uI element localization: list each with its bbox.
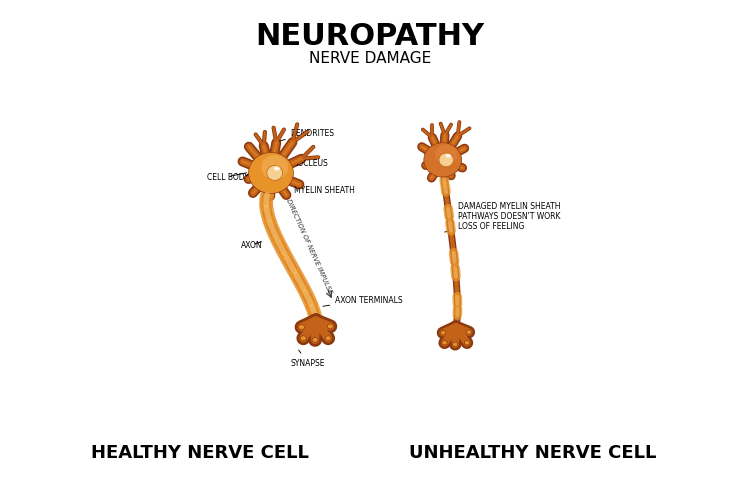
Ellipse shape bbox=[249, 153, 293, 194]
Text: HEALTHY NERVE CELL: HEALTHY NERVE CELL bbox=[91, 443, 309, 461]
Ellipse shape bbox=[464, 341, 470, 345]
Ellipse shape bbox=[261, 156, 288, 181]
Text: NUCLEUS: NUCLEUS bbox=[280, 159, 329, 169]
Text: UNHEALTHY NERVE CELL: UNHEALTHY NERVE CELL bbox=[409, 443, 656, 461]
Text: DIRECTION OF NERVE IMPULSE: DIRECTION OF NERVE IMPULSE bbox=[286, 198, 333, 294]
Ellipse shape bbox=[445, 154, 451, 158]
Ellipse shape bbox=[466, 330, 471, 334]
Ellipse shape bbox=[424, 143, 462, 178]
Ellipse shape bbox=[298, 325, 305, 330]
Ellipse shape bbox=[312, 338, 318, 343]
Ellipse shape bbox=[452, 342, 458, 347]
Text: DENDRITES: DENDRITES bbox=[277, 129, 334, 142]
Ellipse shape bbox=[300, 336, 306, 341]
Ellipse shape bbox=[442, 341, 447, 345]
Text: CELL BODY: CELL BODY bbox=[206, 173, 249, 182]
Ellipse shape bbox=[327, 324, 333, 329]
Text: NERVE DAMAGE: NERVE DAMAGE bbox=[309, 51, 431, 66]
Ellipse shape bbox=[440, 331, 445, 335]
Ellipse shape bbox=[325, 336, 332, 341]
Text: AXON: AXON bbox=[241, 241, 263, 250]
Ellipse shape bbox=[435, 145, 457, 166]
Ellipse shape bbox=[274, 167, 280, 171]
Text: NEUROPATHY: NEUROPATHY bbox=[255, 22, 485, 51]
Text: SYNAPSE: SYNAPSE bbox=[290, 350, 325, 367]
Text: DAMAGED MYELIN SHEATH
PATHWAYS DOESN'T WORK
LOSS OF FEELING: DAMAGED MYELIN SHEATH PATHWAYS DOESN'T W… bbox=[445, 201, 561, 232]
Ellipse shape bbox=[439, 154, 454, 167]
Ellipse shape bbox=[267, 166, 283, 181]
Text: AXON TERMINALS: AXON TERMINALS bbox=[323, 295, 403, 306]
Text: MYELIN SHEATH: MYELIN SHEATH bbox=[283, 185, 355, 197]
